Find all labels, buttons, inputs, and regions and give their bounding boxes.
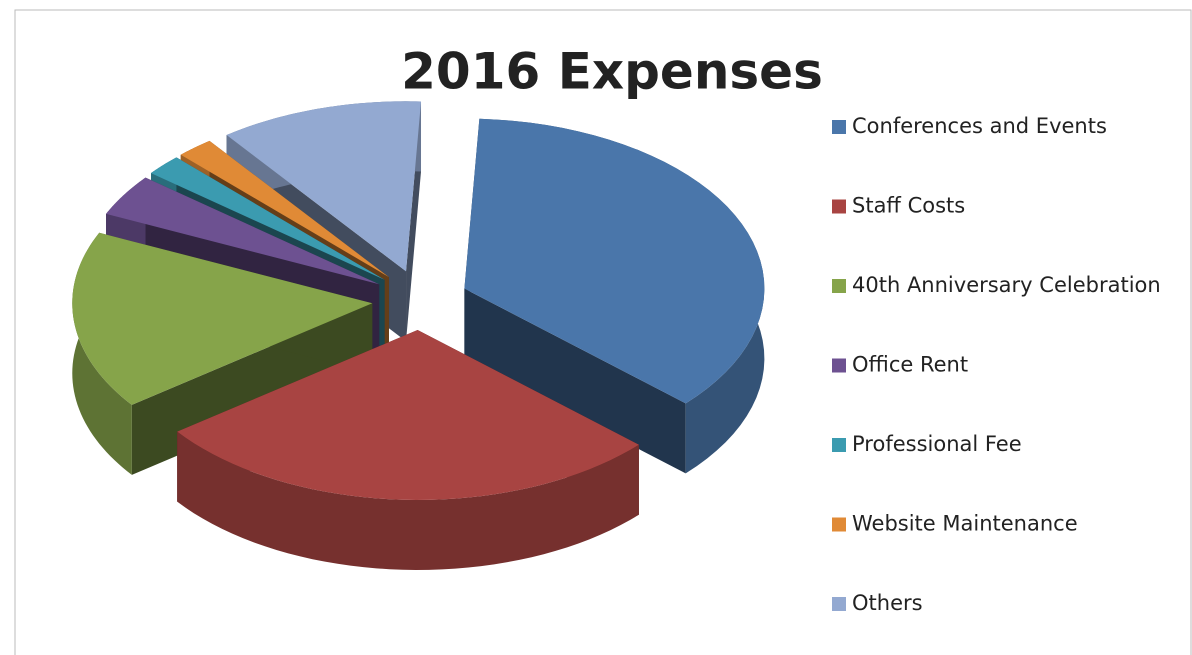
legend-label: Staff Costs [852,194,965,218]
pie-slice [72,232,373,405]
legend-swatch [832,438,846,452]
pie-slice [180,140,389,278]
legend-label: Website Maintenance [852,512,1078,536]
pie-slice [106,177,380,285]
slice-side [464,288,686,474]
legend-swatch [832,358,846,373]
pie-slice [177,329,639,500]
slice-side [177,431,639,570]
legend-swatch [832,517,846,532]
pie-slice [226,101,422,272]
legend-label: Others [852,591,923,615]
chart-title: 2016 Expenses [401,43,823,101]
legend-swatch [832,279,846,293]
legend-swatch [832,120,846,134]
pie-slice [151,157,385,280]
legend-swatch [832,597,846,611]
pie-slice [464,118,765,404]
legend-label: 40th Anniversary Celebration [852,273,1161,297]
legend-swatch [832,199,846,214]
legend-label: Professional Fee [852,432,1022,456]
legend-label: Conferences and Events [852,114,1107,138]
legend-label: Office Rent [852,353,968,377]
